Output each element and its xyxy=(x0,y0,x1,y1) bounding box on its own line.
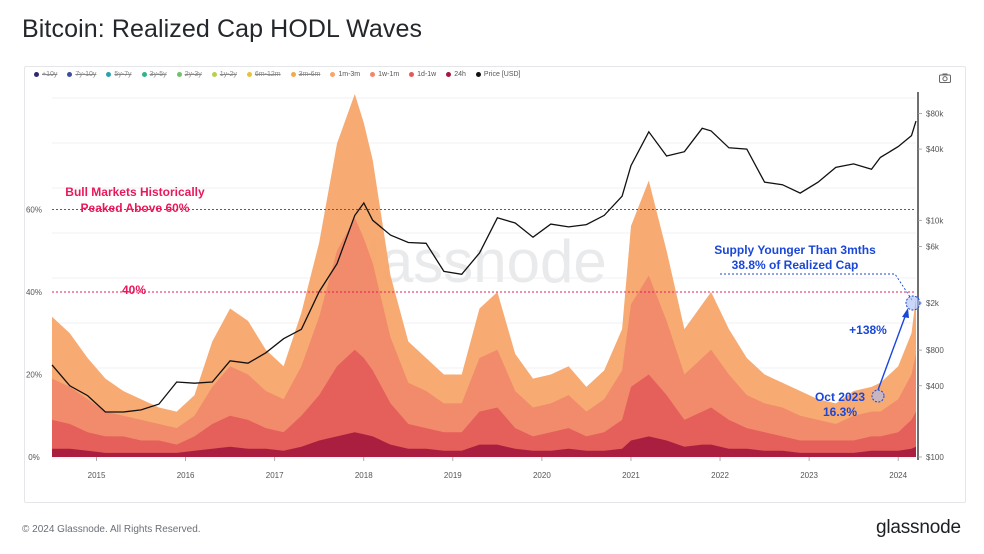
legend-item[interactable]: 5y-7y xyxy=(106,71,132,78)
legend-item[interactable]: 24h xyxy=(446,71,466,78)
legend-label: 6m-12m xyxy=(254,71,281,78)
legend-swatch xyxy=(475,72,481,77)
legend-label: 24h xyxy=(454,71,466,78)
legend-label: 2y-3y xyxy=(184,71,202,78)
legend-label: 5y-7y xyxy=(114,71,132,78)
brand-logo[interactable]: glassnode xyxy=(876,517,961,538)
legend-label: +10y xyxy=(42,71,58,78)
legend-swatch xyxy=(290,72,296,77)
copyright-footer: © 2024 Glassnode. All Rights Reserved. xyxy=(22,524,201,535)
legend-label: 3m-6m xyxy=(298,71,321,78)
legend-label: 1w-1m xyxy=(378,71,400,78)
legend-label: 1m-3m xyxy=(338,71,361,78)
legend-label: 3y-5y xyxy=(149,71,167,78)
legend-swatch xyxy=(370,72,376,77)
legend-item[interactable]: 1d-1w xyxy=(409,71,436,78)
legend-swatch xyxy=(330,72,336,77)
page-title: Bitcoin: Realized Cap HODL Waves xyxy=(22,15,423,43)
legend-label: 1y-2y xyxy=(219,71,237,78)
legend-item[interactable]: 1y-2y xyxy=(211,71,237,78)
legend-item[interactable]: 2y-3y xyxy=(176,71,202,78)
legend-swatch xyxy=(34,72,39,77)
legend-item[interactable]: 1m-3m xyxy=(330,71,360,78)
legend-label: Price [USD] xyxy=(483,71,521,78)
legend-item[interactable]: 3m-6m xyxy=(290,71,321,78)
legend-item[interactable]: 6m-12m xyxy=(246,71,281,78)
legend-label: 1d-1w xyxy=(417,71,437,78)
camera-icon[interactable] xyxy=(939,73,951,83)
chart-legend: +10y 7y-10y 5y-7y 3y-5y 2y-3y 1y-2y 6m-12m 3m-6… xyxy=(34,71,520,78)
legend-swatch xyxy=(106,72,112,77)
legend-swatch xyxy=(409,72,415,77)
legend-swatch xyxy=(67,72,73,77)
chart-panel xyxy=(24,66,966,503)
legend-swatch xyxy=(141,72,147,77)
legend-item[interactable]: Price [USD] xyxy=(475,71,521,78)
legend-swatch xyxy=(176,72,182,77)
legend-item[interactable]: 7y-10y xyxy=(67,71,96,78)
legend-item[interactable]: +10y xyxy=(34,71,57,78)
legend-swatch xyxy=(446,72,452,77)
legend-swatch xyxy=(246,72,252,77)
legend-swatch xyxy=(211,72,217,77)
legend-label: 7y-10y xyxy=(75,71,97,78)
legend-item[interactable]: 3y-5y xyxy=(141,71,167,78)
legend-item[interactable]: 1w-1m xyxy=(370,71,399,78)
